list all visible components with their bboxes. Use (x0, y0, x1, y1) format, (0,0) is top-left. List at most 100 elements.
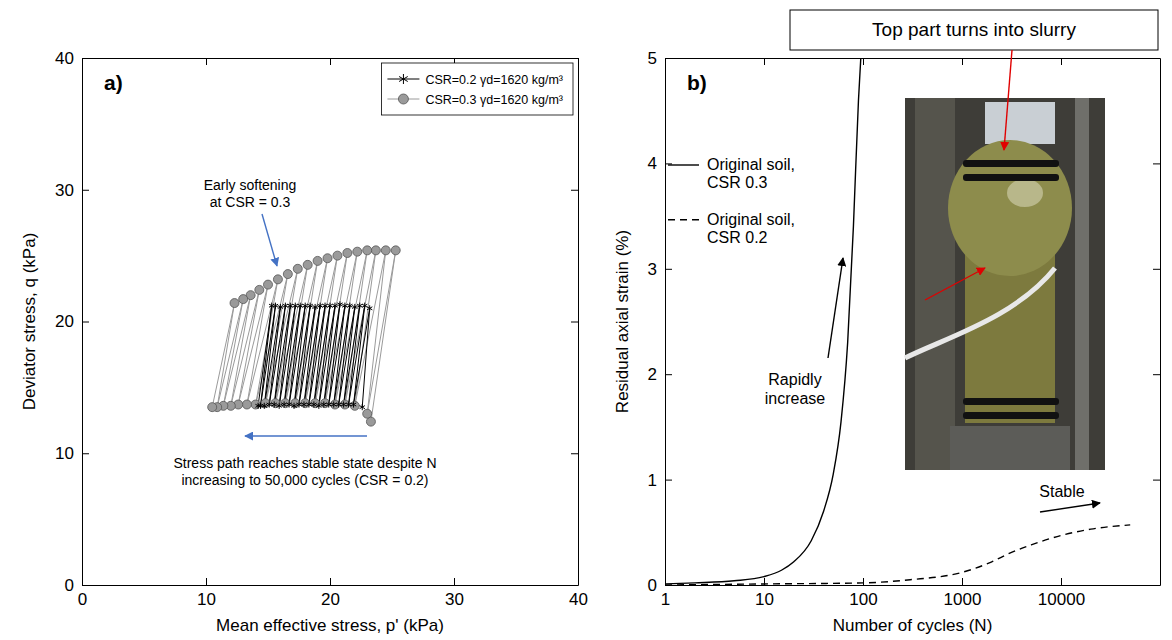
tick-mark (863, 578, 864, 585)
data-point (336, 401, 341, 407)
rect (963, 412, 1059, 419)
data-point (301, 401, 306, 407)
rect (985, 102, 1055, 144)
annotation-text: Top part turns into slurry (872, 19, 1076, 40)
data-point (242, 400, 251, 409)
axis-line (666, 58, 1161, 59)
data-point (283, 303, 288, 309)
data-point (288, 303, 293, 309)
tick (571, 585, 578, 586)
y-axis: 012345 (648, 49, 672, 595)
data-point (326, 401, 331, 407)
data-point (346, 401, 351, 407)
tick-mark (571, 322, 578, 323)
annotation-arrow (925, 268, 985, 300)
tick-mark (571, 190, 578, 191)
y-axis-title: Deviator stress, q (kPa) (20, 233, 39, 411)
tick-label: 2 (648, 365, 657, 384)
tick-mark (1061, 578, 1062, 585)
series-markers (208, 246, 401, 426)
data-point (363, 409, 372, 418)
series-line (665, 525, 1130, 585)
data-point (332, 303, 337, 309)
tick (330, 58, 331, 65)
tick-mark (82, 453, 89, 454)
tick-label: 20 (321, 590, 340, 609)
figure: 010203040010203040Mean effective stress,… (0, 0, 1172, 640)
tick: 0 (65, 576, 89, 595)
tick-mark (962, 578, 963, 585)
tick-label: 1 (648, 471, 657, 490)
tick: 4 (648, 154, 672, 173)
annotation-text: Stress path reaches stable state despite… (173, 455, 436, 488)
annotation-line: at CSR = 0.3 (210, 194, 291, 210)
data-point (255, 285, 264, 294)
tick-label: 40 (55, 49, 74, 68)
data-point (298, 303, 303, 309)
data-point (278, 304, 283, 310)
path (905, 268, 1055, 358)
data-point (255, 403, 260, 409)
legend-swatch (668, 164, 699, 165)
tick (1061, 58, 1062, 65)
tick (863, 58, 864, 65)
tick (962, 58, 963, 65)
legend-swatch (668, 219, 699, 220)
data-point (312, 304, 317, 310)
tick: 1000 (944, 578, 982, 609)
x-axis: 010203040 (78, 578, 588, 609)
data-point (371, 246, 380, 255)
data-point (303, 303, 308, 309)
data-point (276, 403, 281, 409)
tick-label: 10 (55, 444, 74, 463)
tick-mark (82, 585, 89, 586)
legend-label: Original soil,CSR 0.2 (707, 211, 795, 246)
tick: 10 (197, 578, 216, 609)
ellipse (948, 140, 1072, 276)
data-point (311, 401, 316, 407)
annotation-line: Top part turns into slurry (872, 19, 1076, 40)
tick-label: 30 (55, 181, 74, 200)
data-point (286, 401, 291, 407)
data-point (357, 303, 362, 309)
tick-mark (571, 453, 578, 454)
legend-marker (399, 74, 408, 84)
x-axis-top (666, 58, 1161, 65)
specimen-photo (905, 98, 1105, 470)
annotation-arrow (1004, 50, 1012, 150)
data-point (342, 303, 347, 309)
legend-marker (398, 94, 408, 104)
axis-line (665, 59, 666, 586)
legend-label: CSR=0.3 γd=1620 kg/m³ (425, 93, 563, 107)
y-axis: 010203040 (55, 49, 89, 595)
tick-mark (1153, 163, 1160, 164)
tick-mark (665, 163, 672, 164)
data-point (307, 303, 312, 309)
data-point (293, 264, 302, 273)
tick-label: 0 (648, 576, 657, 595)
tick-label: 30 (445, 590, 464, 609)
x-axis-title: Mean effective stress, p' (kPa) (216, 616, 444, 635)
series-markers (255, 301, 372, 410)
tick-mark (1153, 480, 1160, 481)
tick (1153, 58, 1160, 59)
tick-mark (1061, 58, 1062, 65)
tick-label: 100 (849, 590, 877, 609)
annotation-line: increase (765, 390, 826, 407)
ellipse (1007, 179, 1043, 207)
tick-label: 1 (661, 590, 670, 609)
data-point (343, 248, 352, 257)
annotation-arrow (1040, 503, 1100, 512)
data-point (391, 246, 400, 255)
tick (571, 453, 578, 454)
data-point (347, 303, 352, 309)
legend: CSR=0.2 γd=1620 kg/m³CSR=0.3 γd=1620 kg/… (381, 63, 573, 115)
data-point (230, 299, 239, 308)
data-point (353, 247, 362, 256)
data-point (360, 404, 365, 410)
y-axis-title: Residual axial strain (%) (613, 230, 632, 413)
legend-label-line: Original soil, (707, 211, 795, 228)
data-point (262, 403, 267, 409)
annotation-text: Early softeningat CSR = 0.3 (204, 177, 297, 210)
tick (82, 58, 83, 65)
